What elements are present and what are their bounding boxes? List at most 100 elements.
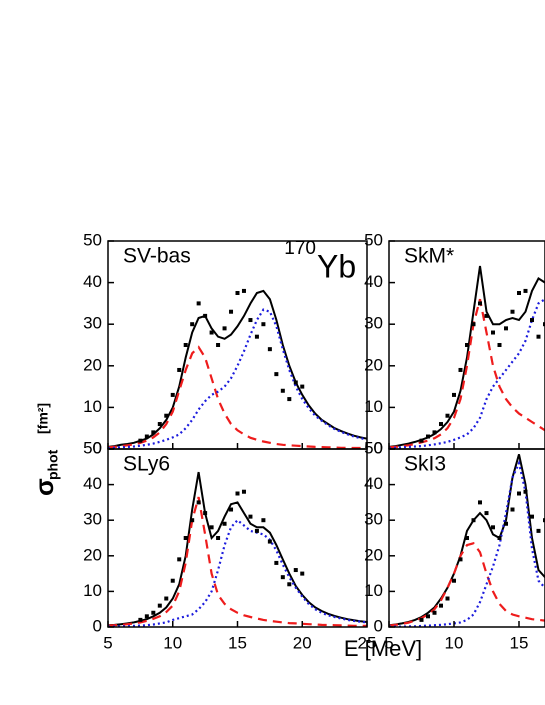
data-point [504,521,508,526]
data-point [497,343,502,347]
data-point [241,489,246,494]
data-point [254,528,259,533]
data-point [209,525,214,530]
data-point [235,491,240,496]
data-point [530,318,534,323]
data-point [491,525,495,530]
data-point [267,347,272,352]
data-point [157,422,162,427]
x-tick-label: 15 [510,633,529,652]
data-point [229,309,234,314]
data-point [196,301,201,306]
panel: 0 10 20 30 40 50 5 10 15 20 25 SLy6 [83,438,376,652]
data-point [287,582,292,587]
data-point [203,313,208,318]
data-point [426,434,430,439]
curve [108,308,367,449]
y-tick-label: 30 [83,510,102,529]
y-tick-label: 50 [83,230,102,249]
data-point [222,326,227,331]
data-point [543,518,545,523]
data-point [426,614,430,619]
data-point [439,422,443,427]
curve [389,298,545,449]
data-point [196,500,201,505]
data-point [274,560,279,565]
y-tick-label: 40 [83,474,102,493]
data-point [183,536,188,540]
data-point [203,511,208,516]
data-point [536,334,541,339]
y-tick-label: 0 [93,438,102,457]
curve [389,298,545,449]
panel-title: SkM* [404,245,454,268]
y-tick-label: 30 [364,510,383,529]
x-tick-label: 5 [384,633,393,652]
data-point [151,610,156,615]
data-point [419,438,424,443]
data-point [510,309,515,314]
data-point [170,578,175,583]
y-tick-label: 50 [364,230,383,249]
data-point [471,322,476,327]
y-tick-label: 40 [364,272,383,291]
panel-frame [107,448,368,628]
y-tick-label: 20 [83,355,102,374]
data-point [517,291,521,295]
data-point [504,326,508,331]
data-point [177,367,182,372]
data-point [164,596,169,601]
data-point [439,603,443,608]
data-point [138,438,143,443]
data-point [445,413,450,418]
x-tick-label: 20 [293,633,312,652]
data-point [190,518,195,523]
plot-area [108,288,367,449]
x-tick-label: 10 [163,633,182,652]
data-point [432,430,437,435]
y-tick-label: 50 [364,438,383,457]
data-point [267,539,272,544]
curve [389,265,545,448]
data-point [177,557,182,562]
data-point [209,330,214,335]
panel: 0 10 20 30 40 50 5 10 15 SkI3 [364,438,545,652]
data-point [478,301,482,306]
data-point [419,617,424,622]
curve [389,542,545,627]
y-tick-label: 40 [364,474,383,493]
plot-area [389,265,545,449]
y-tick-label: 20 [364,355,383,374]
data-point [530,514,534,519]
curve [108,289,367,448]
annotation-element: Yb [317,248,356,284]
data-point [280,388,285,393]
x-tick-label: 15 [228,633,247,652]
data-point [452,578,456,583]
data-point [254,334,259,339]
data-point [248,514,253,519]
x-tick-label: 5 [103,633,112,652]
data-point [484,313,489,318]
data-point [241,288,246,293]
data-point [523,288,528,293]
x-tick-label: 25 [358,633,377,652]
data-point [144,614,149,619]
curve [108,345,367,449]
curve [108,496,367,627]
panel-title: SkI3 [404,453,446,476]
data-point [458,557,463,562]
data-point [491,330,495,335]
data-point [458,367,463,372]
panel-title: SV-bas [123,245,191,268]
data-point [300,571,305,576]
data-point [465,343,469,347]
y-tick-label: 10 [83,581,102,600]
panel-frame [388,448,545,628]
panel: 0 10 20 30 40 50 SkM* [364,230,545,457]
data-point [287,397,292,402]
x-tick-label: 10 [445,633,464,652]
y-tick-label: 50 [83,438,102,457]
data-point [497,536,502,540]
annotation-mass: 170 [284,238,316,259]
